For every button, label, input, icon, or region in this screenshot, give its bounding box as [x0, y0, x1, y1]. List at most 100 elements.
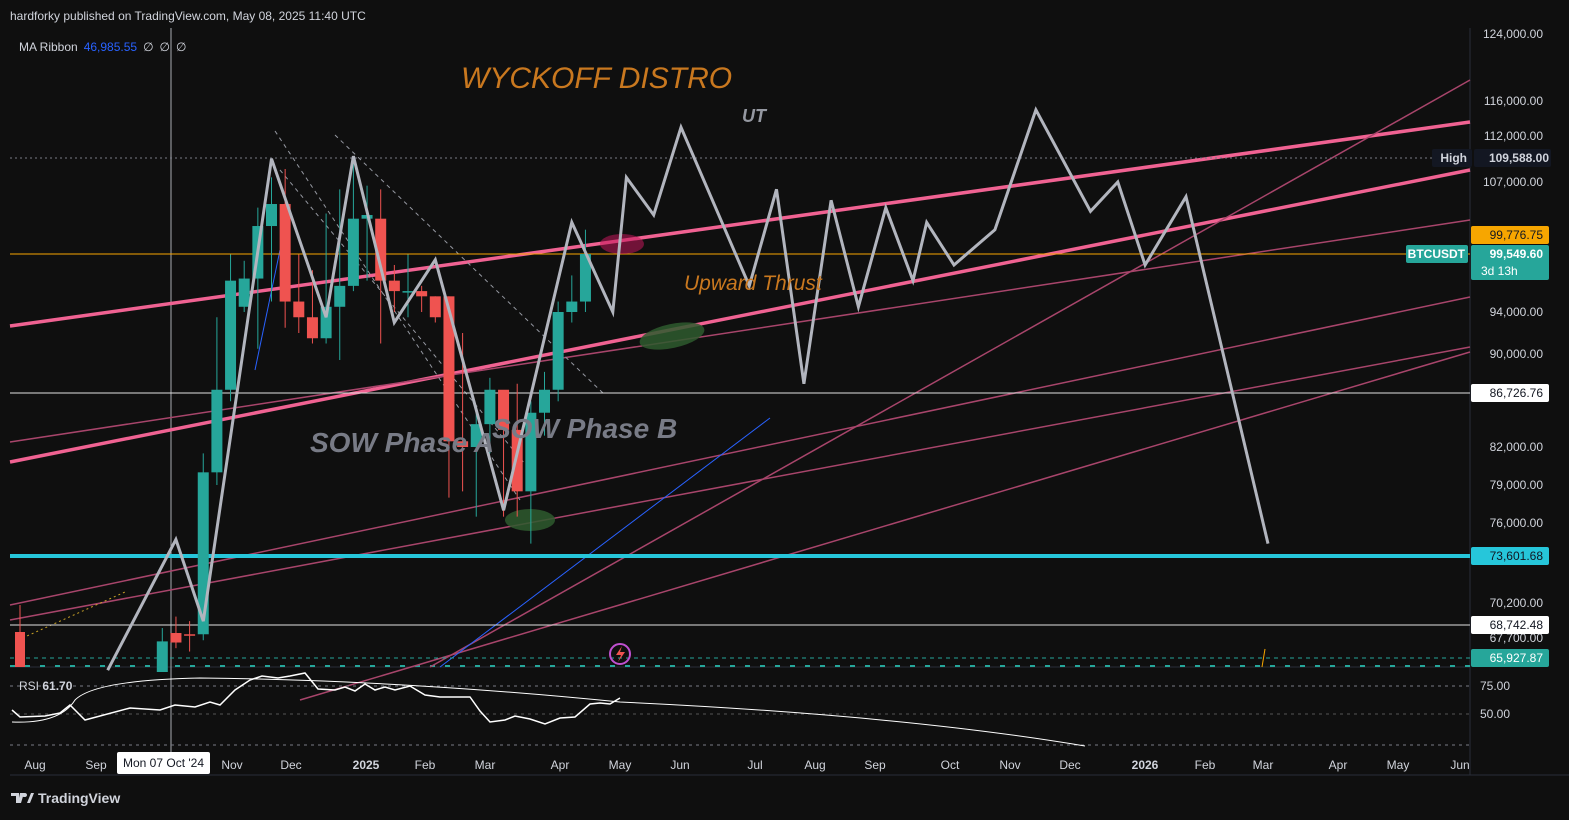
time-tick-label: Nov — [999, 758, 1020, 772]
candle-body — [184, 634, 196, 636]
time-tick-label: Aug — [804, 758, 825, 772]
level-73-label: 73,601.68 — [1490, 549, 1544, 563]
upward-thrust-annotation: Upward Thrust — [684, 272, 823, 295]
time-tick-label: Jul — [747, 758, 762, 772]
time-tick-label: Feb — [415, 758, 436, 772]
accumulation-highlight-2 — [505, 509, 555, 531]
time-tick-label: Jun — [670, 758, 689, 772]
symbol-box — [1406, 245, 1468, 263]
price-tick-label: 116,000.00 — [1484, 94, 1543, 108]
rsi-name: RSI — [19, 679, 40, 693]
price-tick-label: 79,000.00 — [1490, 478, 1544, 492]
time-tick-label: Oct — [941, 758, 960, 772]
rsi-value: 61.70 — [42, 679, 73, 693]
title-annotation: WYCKOFF DISTRO — [461, 62, 732, 95]
price-tick-label: 124,000.00 — [1483, 27, 1543, 41]
small-marker — [1261, 648, 1266, 668]
rsi-trend-curve — [11, 677, 1086, 747]
candle-body — [320, 306, 332, 339]
sow-phase-b-annotation: SOW Phase B — [492, 413, 677, 444]
time-tick-label: Feb — [1195, 758, 1216, 772]
candle-body — [306, 317, 318, 339]
ut-annotation: UT — [742, 106, 768, 126]
blue-trend-line-small — [254, 249, 281, 371]
publisher-text: hardforky published on TradingView.com, … — [10, 9, 366, 23]
high-tag-box — [1432, 149, 1472, 167]
candle-body — [388, 280, 400, 292]
candle-body — [238, 278, 250, 307]
rsi-tick-label: 50.00 — [1480, 707, 1510, 721]
indicator-value: 46,985.55 — [83, 40, 138, 54]
price-tick-label: 67,700.00 — [1490, 631, 1544, 645]
candle-body — [429, 296, 441, 318]
footer-brand[interactable]: TradingView — [10, 790, 120, 806]
projected-path-line — [106, 106, 1270, 671]
fan-line-2 — [9, 296, 1471, 606]
candle-body — [539, 389, 550, 413]
sow-phase-a-annotation: SOW Phase A — [310, 427, 494, 458]
price-tick-label: 107,000.00 — [1483, 175, 1543, 189]
candle-body — [211, 389, 223, 473]
event-icon[interactable] — [609, 643, 631, 665]
candle-body — [197, 472, 209, 635]
indicator-extra-1: ∅ — [143, 40, 154, 54]
candle-body — [484, 389, 496, 425]
candle-body — [266, 204, 277, 227]
time-tick-label: Dec — [280, 758, 301, 772]
indicator-name: MA Ribbon — [19, 40, 78, 54]
time-tick-label: Apr — [1329, 758, 1348, 772]
lightning-icon — [616, 646, 625, 662]
level-73-box — [1471, 547, 1549, 565]
time-tick-label: Mar — [1253, 758, 1274, 772]
candle-body — [170, 633, 182, 643]
high-value-box — [1474, 149, 1551, 167]
indicator-legend[interactable]: MA Ribbon 46,985.55 ∅ ∅ ∅ — [19, 40, 186, 54]
high-tag-label: High — [1440, 151, 1467, 165]
current-price-box — [1471, 245, 1549, 280]
level-68-box — [1471, 616, 1549, 634]
price-tick-label: 112,000.00 — [1484, 129, 1543, 143]
lower-channel-line — [9, 168, 1471, 464]
candle-body — [552, 312, 564, 390]
candle-body — [511, 429, 523, 492]
time-tick-label: Sep — [864, 758, 886, 772]
current-price-label: 99,549.60 — [1490, 247, 1544, 261]
price-tick-label: 70,200.00 — [1490, 596, 1544, 610]
candle-body — [443, 296, 455, 442]
candle-body — [279, 204, 291, 302]
candle-body — [347, 218, 359, 286]
candle-body — [225, 280, 237, 390]
candle-body — [156, 641, 168, 672]
candle-body — [498, 389, 510, 430]
orange-value-box — [1471, 226, 1549, 244]
top-bar: hardforky published on TradingView.com, … — [0, 0, 1569, 28]
time-tick-label: Dec — [1059, 758, 1080, 772]
candle-body — [334, 285, 346, 307]
candle-body — [579, 254, 591, 302]
time-tick-label: Nov — [221, 758, 242, 772]
rsi-line — [11, 672, 621, 725]
candle-body — [15, 632, 25, 667]
level-65-box — [1471, 649, 1549, 667]
orange-value-label: 99,776.75 — [1490, 228, 1544, 242]
time-tick-label: 2026 — [1132, 758, 1159, 772]
indicator-extra-3: ∅ — [176, 40, 187, 54]
fan-line-4 — [299, 351, 1471, 701]
candle-body — [293, 301, 305, 318]
indicator-extra-2: ∅ — [159, 40, 170, 54]
time-tick-label: Apr — [551, 758, 570, 772]
candle-body — [402, 291, 414, 293]
candle-body — [525, 412, 537, 492]
level-68-label: 68,742.48 — [1490, 618, 1544, 632]
fan-line-5 — [429, 79, 1471, 668]
level-86-box — [1471, 384, 1549, 402]
candle-body — [375, 218, 387, 281]
candle-body — [416, 291, 428, 297]
accumulation-highlight-1 — [639, 322, 705, 350]
time-tick-label: Aug — [24, 758, 45, 772]
tradingview-logo-icon — [11, 793, 34, 803]
crosshair-date-label: Mon 07 Oct '24 — [117, 752, 210, 774]
rsi-legend[interactable]: RSI 61.70 — [19, 679, 72, 693]
time-tick-label: 2025 — [353, 758, 380, 772]
